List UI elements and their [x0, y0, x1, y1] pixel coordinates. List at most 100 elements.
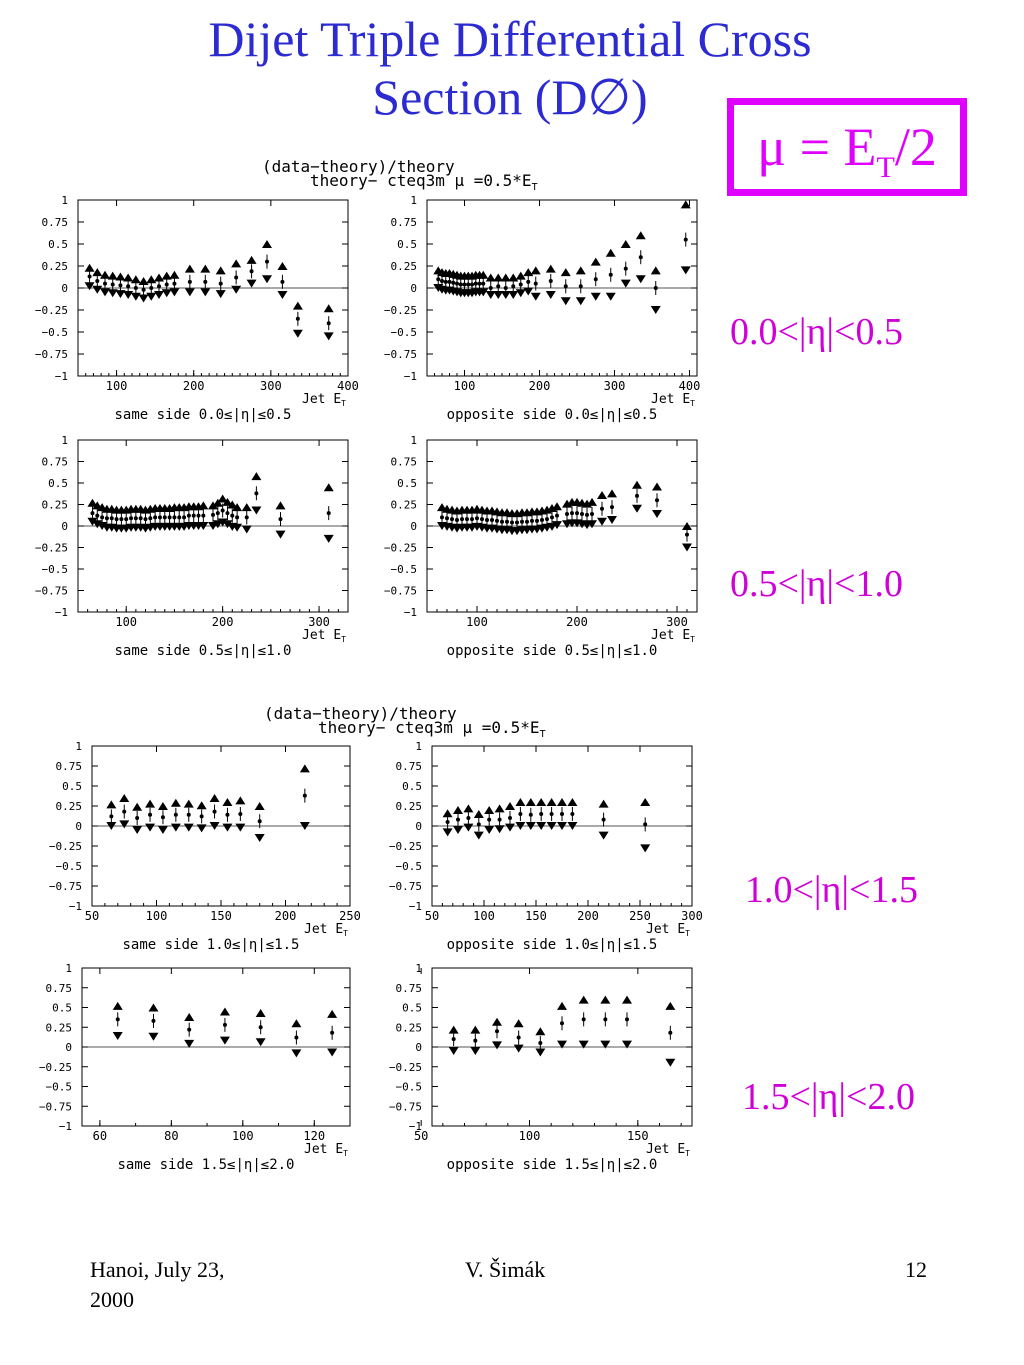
- y-tick-label: −0.75: [384, 585, 417, 598]
- upper-band-marker: [241, 503, 252, 512]
- upper-band-marker: [622, 995, 632, 1004]
- upper-band-marker: [640, 798, 651, 806]
- upper-band-marker: [513, 1019, 524, 1028]
- data-point: [164, 282, 169, 287]
- lower-band-marker: [92, 285, 103, 294]
- y-tick-label: 1: [415, 962, 422, 975]
- y-tick-label: 0: [410, 282, 417, 295]
- x-axis-label: Jet ET: [302, 392, 346, 408]
- data-point: [610, 505, 614, 510]
- lower-band-marker: [148, 1032, 159, 1041]
- upper-band-marker: [130, 275, 141, 284]
- upper-band-marker: [607, 489, 617, 498]
- upper-band-marker: [232, 503, 243, 512]
- y-tick-label: 0.5: [397, 238, 417, 251]
- y-tick-label: 1: [75, 740, 82, 753]
- data-point: [518, 812, 523, 816]
- eta-label-3: 1.0<|η|<1.5: [745, 869, 918, 911]
- y-tick-label: −0.5: [396, 1081, 423, 1094]
- lower-band-marker: [299, 822, 310, 830]
- upper-band-marker: [183, 799, 194, 808]
- upper-band-marker: [665, 1001, 676, 1010]
- lower-band-marker: [590, 292, 601, 301]
- lower-band-marker: [640, 844, 651, 853]
- data-point: [249, 269, 254, 274]
- upper-band-marker: [112, 1001, 123, 1010]
- data-point: [545, 517, 549, 522]
- data-point: [186, 513, 191, 518]
- lower-band-marker: [453, 826, 463, 834]
- upper-band-marker: [598, 799, 609, 808]
- upper-band-marker: [115, 272, 126, 281]
- data-point: [222, 1022, 227, 1027]
- data-point: [451, 280, 456, 285]
- lower-band-marker: [536, 822, 547, 830]
- upper-band-marker: [138, 276, 149, 285]
- upper-band-marker: [299, 764, 310, 773]
- upper-band-marker: [536, 798, 547, 806]
- data-point: [173, 812, 178, 817]
- y-tick-label: 0.5: [52, 1002, 72, 1015]
- upper-band-marker: [494, 804, 505, 813]
- data-point: [473, 1038, 478, 1043]
- y-tick-label: 0.25: [396, 1021, 423, 1034]
- lower-band-marker: [493, 291, 504, 300]
- x-tick-label: 50: [414, 1129, 428, 1143]
- lower-band-marker: [494, 825, 505, 834]
- y-tick-label: 0.25: [42, 499, 69, 512]
- upper-band-marker: [545, 264, 556, 273]
- data-point: [138, 516, 143, 521]
- upper-band-marker: [170, 798, 181, 807]
- lower-band-marker: [87, 517, 98, 526]
- y-tick-label: −0.25: [39, 1061, 72, 1074]
- x-tick-label: 200: [212, 615, 234, 629]
- data-point: [87, 274, 92, 279]
- y-tick-label: 0: [75, 820, 82, 833]
- x-axis-label: Jet ET: [651, 628, 695, 644]
- upper-band-marker: [219, 1007, 230, 1016]
- plot-opposite-side-eta-1.0-1.5: 1 0.75 0.5 0.25 0 −0.25 −0.5 −0.75 −150 100 150 200…: [389, 740, 703, 953]
- data-point: [182, 515, 187, 520]
- data-point: [119, 517, 124, 522]
- upper-band-marker: [597, 491, 607, 500]
- footer-venue: Hanoi, July 23, 2000: [90, 1255, 224, 1315]
- y-tick-label: −0.5: [391, 326, 418, 339]
- title-line-1: Dijet Triple Differential Cross: [208, 11, 812, 67]
- data-point: [511, 284, 516, 289]
- y-tick-label: 0: [61, 282, 68, 295]
- data-point: [526, 279, 531, 284]
- upper-band-marker: [590, 257, 601, 266]
- data-point: [476, 822, 481, 827]
- upper-band-marker: [493, 273, 504, 282]
- x-axis-label: Jet ET: [302, 628, 346, 644]
- y-tick-label: 0.25: [391, 260, 418, 273]
- y-tick-label: 0.5: [48, 477, 68, 490]
- upper-band-marker: [208, 501, 218, 510]
- data-point: [160, 815, 165, 820]
- data-point: [109, 516, 114, 521]
- data-point: [172, 515, 177, 520]
- upper-band-marker: [148, 1003, 159, 1012]
- y-tick-label: −1: [409, 900, 422, 913]
- upper-band-marker: [292, 301, 303, 310]
- data-point: [124, 517, 129, 522]
- upper-band-marker: [222, 497, 233, 506]
- data-point: [563, 284, 568, 289]
- data-point: [238, 812, 243, 816]
- y-tick-label: 0.75: [46, 982, 73, 995]
- plot-same-side-eta-1.5-2.0: 1 0.75 0.5 0.25 0 −0.25 −0.5 −0.75 −1 60 80 100 120J…: [39, 962, 351, 1173]
- y-tick-label: −0.75: [39, 1100, 72, 1113]
- lower-band-marker: [515, 289, 526, 298]
- data-point: [565, 511, 569, 516]
- y-tick-label: 0: [65, 1041, 72, 1054]
- upper-band-marker: [600, 995, 611, 1004]
- data-point: [488, 286, 493, 290]
- upper-band-marker: [632, 480, 642, 489]
- upper-band-marker: [217, 494, 228, 503]
- data-point: [477, 281, 482, 286]
- upper-band-marker: [227, 500, 238, 509]
- block-header-sub: T: [539, 729, 546, 741]
- x-tick-label: 200: [529, 379, 551, 393]
- data-point: [535, 518, 539, 523]
- x-tick-label: 400: [337, 379, 359, 393]
